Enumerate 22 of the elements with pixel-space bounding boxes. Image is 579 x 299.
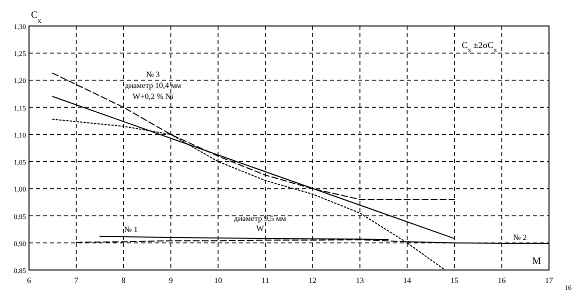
x-tick-label: 7	[74, 276, 78, 285]
x-tick-label: 9	[168, 276, 173, 285]
x-tick-label: 17	[545, 276, 553, 285]
annotation: диаметр 9,5 мм	[234, 214, 286, 223]
x-tick-label: 10	[214, 276, 222, 285]
x-tick-label: 6	[27, 276, 31, 285]
x-axis-title: M	[532, 256, 542, 267]
x-tick-label: 12	[308, 276, 317, 285]
annotation: № 3	[146, 70, 160, 79]
annotation: W+0,2 % Ni	[132, 92, 174, 101]
x-tick-label: 8	[122, 276, 126, 285]
x-tick-label: 13	[356, 276, 364, 285]
annotation: диаметр 10,4 мм	[124, 81, 182, 90]
annotation: № 1	[124, 225, 138, 234]
annotation: C$_{x}$ ±2σC$_{x}$	[462, 40, 498, 54]
y-axis-title: C$_{x}$	[31, 10, 42, 24]
annotation: № 2	[513, 233, 527, 242]
x-tick-label: 14	[403, 276, 412, 285]
x-tick-label: 15	[450, 276, 458, 285]
x-tick-label: 16	[498, 276, 506, 285]
annotation: W	[256, 224, 264, 233]
x-tick-label: 11	[262, 276, 270, 285]
